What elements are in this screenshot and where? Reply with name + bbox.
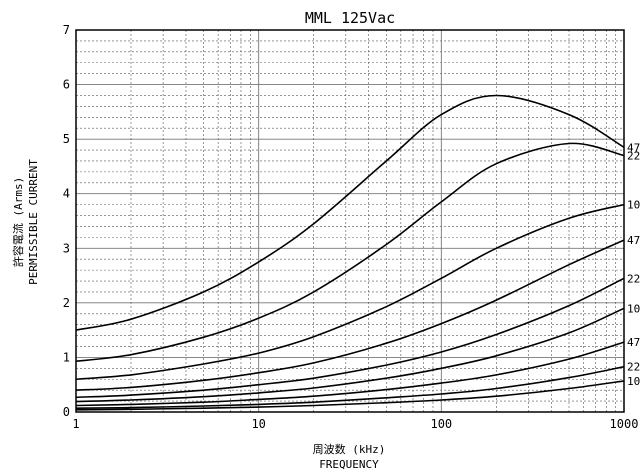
x-axis-label-en: FREQUENCY xyxy=(319,458,379,471)
series-label-47: 47 xyxy=(627,234,640,247)
x-tick-label: 10 xyxy=(251,417,265,431)
series-lines xyxy=(75,94,625,411)
series-line-47 xyxy=(75,94,625,331)
series-label-22: 22 xyxy=(627,150,640,163)
y-tick-label: 0 xyxy=(63,405,70,419)
y-tick-label: 6 xyxy=(63,78,70,92)
y-axis-label-jp: 許容電流 (Arms) xyxy=(11,177,25,267)
y-tick-label: 2 xyxy=(63,296,70,310)
chart-title: MML 125Vac xyxy=(305,9,395,27)
x-tick-label: 100 xyxy=(430,417,452,431)
y-axis-label-en: PERMISSIBLE CURRENT xyxy=(27,159,40,285)
plot-frame xyxy=(75,29,625,413)
y-tick-label: 4 xyxy=(63,187,70,201)
x-tick-label: 1 xyxy=(72,417,79,431)
grid xyxy=(75,29,625,413)
series-line-47 xyxy=(75,239,625,391)
series-label-47: 47 xyxy=(627,336,640,349)
y-tick-label: 1 xyxy=(63,350,70,364)
series-label-22: 22 xyxy=(627,361,640,374)
series-label-10: 10 xyxy=(627,199,640,212)
series-label-10: 10 xyxy=(627,375,640,388)
y-tick-label: 5 xyxy=(63,132,70,146)
series-line-22 xyxy=(75,365,625,409)
series-line-10 xyxy=(75,380,625,411)
y-tick-label: 7 xyxy=(63,23,70,37)
series-line-22 xyxy=(75,277,625,399)
x-axis-label-jp: 周波数 (kHz) xyxy=(313,443,386,456)
series-line-10 xyxy=(75,203,625,381)
x-tick-label: 1000 xyxy=(610,417,639,431)
series-line-10 xyxy=(75,307,625,403)
y-tick-label: 3 xyxy=(63,241,70,255)
series-label-10: 10 xyxy=(627,302,640,315)
series-line-22 xyxy=(75,142,625,362)
series-label-47: 47 xyxy=(627,141,640,154)
series-line-47 xyxy=(75,341,625,407)
series-label-22: 22 xyxy=(627,272,640,285)
